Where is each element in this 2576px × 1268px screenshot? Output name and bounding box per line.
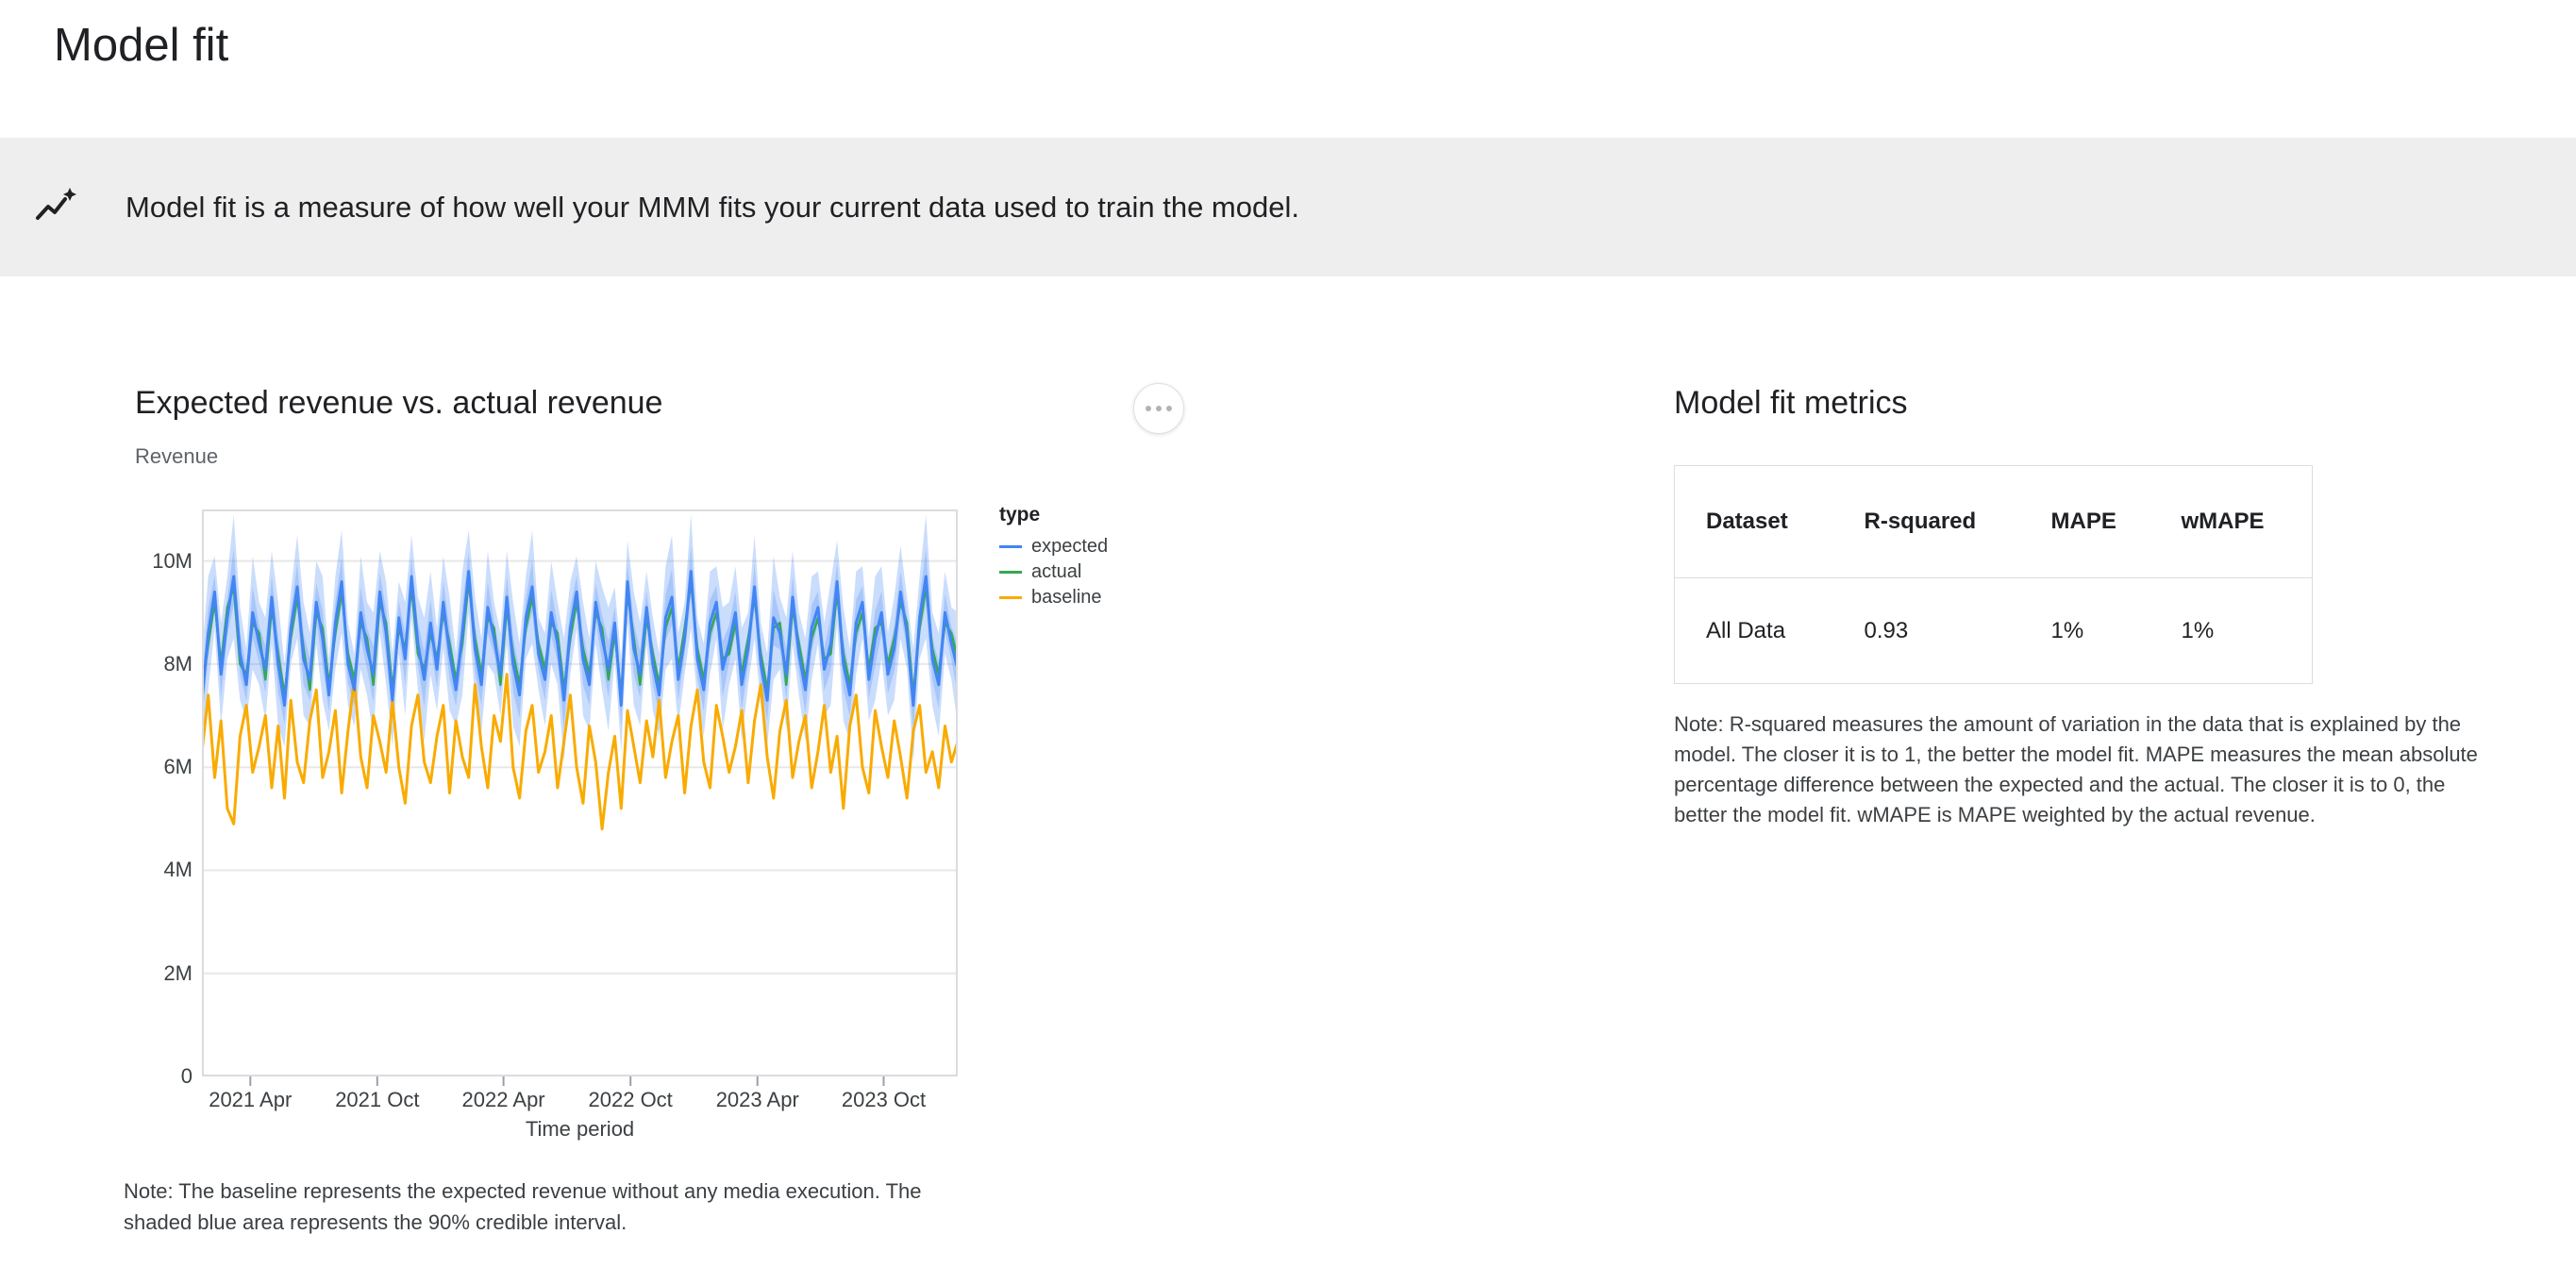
table-row: All Data 0.93 1% 1% xyxy=(1675,578,2313,684)
more-options-button[interactable] xyxy=(1133,383,1184,434)
y-tick-label: 6M xyxy=(163,755,192,779)
info-banner: Model fit is a measure of how well your … xyxy=(0,138,2576,276)
baseline-line xyxy=(200,673,960,831)
page-title: Model fit xyxy=(54,20,229,71)
legend-label: expected xyxy=(1031,536,1109,557)
y-tick-label: 2M xyxy=(163,960,192,985)
x-tick-label: 2022 Apr xyxy=(461,1088,545,1111)
plot-border xyxy=(202,509,958,1076)
x-tick-label: 2022 Oct xyxy=(588,1088,673,1111)
insights-icon xyxy=(36,187,76,220)
baseline-swatch-icon xyxy=(999,596,1022,599)
y-tick-label: 0 xyxy=(180,1064,192,1088)
x-tick-label: 2023 Oct xyxy=(841,1088,927,1111)
legend-item-baseline: baseline xyxy=(999,585,1108,610)
revenue-chart xyxy=(200,509,960,1090)
expected-swatch-icon xyxy=(999,545,1022,548)
table-cell: 0.93 xyxy=(1864,617,1909,643)
chart-canvas xyxy=(200,509,960,1086)
table-header-cell: MAPE xyxy=(2019,465,2150,578)
chart-legend: type expected actual baseline xyxy=(999,504,1108,610)
metrics-table: Dataset R-squared MAPE wMAPE All Data 0.93 1%… xyxy=(1674,465,2313,684)
y-tick-label: 8M xyxy=(163,651,192,676)
y-tick-label: 10M xyxy=(152,548,192,573)
page-header: Model fit xyxy=(0,0,2576,138)
x-tick-label: 2021 Apr xyxy=(209,1088,293,1111)
y-axis-title: Revenue xyxy=(135,444,219,468)
x-tick-label: 2023 Apr xyxy=(715,1088,799,1111)
chart-title: Expected revenue vs. actual revenue xyxy=(135,385,663,421)
ellipsis-icon xyxy=(1166,406,1172,411)
x-tick-label: 2021 Oct xyxy=(335,1088,420,1111)
x-axis-labels: 2021 Apr 2021 Oct 2022 Apr 2022 Oct 2023 Apr… xyxy=(202,1088,958,1114)
banner-text: Model fit is a measure of how well your … xyxy=(125,190,1299,224)
table-header-row: Dataset R-squared MAPE wMAPE xyxy=(1674,465,2313,578)
table-header-cell: R-squared xyxy=(1832,465,2020,578)
table-cell: All Data xyxy=(1706,617,1786,643)
metrics-title: Model fit metrics xyxy=(1674,385,1908,421)
metrics-note: Note: R-squared measures the amount of v… xyxy=(1674,712,2478,826)
legend-label: actual xyxy=(1031,561,1082,582)
y-tick-label: 4M xyxy=(163,858,192,882)
table-header-cell: Dataset xyxy=(1674,465,1833,578)
legend-title: type xyxy=(999,504,1041,526)
expected-line xyxy=(200,570,960,708)
ellipsis-icon xyxy=(1146,406,1151,411)
table-header-cell: wMAPE xyxy=(2149,465,2313,578)
y-axis-labels: 0 2M 4M 6M 8M 10M xyxy=(108,509,192,1088)
legend-item-actual: actual xyxy=(999,559,1108,585)
actual-swatch-icon xyxy=(999,571,1022,574)
ellipsis-icon xyxy=(1156,406,1162,411)
x-axis-title: Time period xyxy=(525,1117,635,1141)
table-cell: 1% xyxy=(2050,617,2084,643)
table-cell: 1% xyxy=(2181,617,2215,643)
legend-item-expected: expected xyxy=(999,534,1108,559)
chart-note: Note: The baseline represents the expect… xyxy=(124,1179,922,1234)
legend-label: baseline xyxy=(1031,587,1102,608)
